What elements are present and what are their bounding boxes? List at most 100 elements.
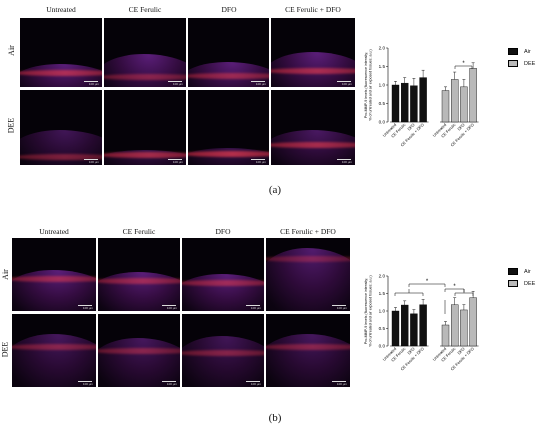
row-label-air-b: Air <box>0 269 10 280</box>
micrograph-dee-ce-ferulic-dfo-a: 100 μm <box>271 90 355 165</box>
bar-air-dfo <box>410 313 418 347</box>
bar-air-untreated <box>391 84 400 123</box>
group-brace <box>454 289 474 296</box>
x-tick-label: DFO <box>406 122 415 131</box>
panel-label-a: (a) <box>268 184 282 196</box>
y-axis-label: Pro-MMP-9 levels (fluorescence intensity… <box>364 52 368 118</box>
legend-item-dee: DEE <box>508 60 535 67</box>
significance-bracket <box>454 65 473 69</box>
micrograph-dee-ce-ferulic-b: 100 μm <box>98 314 180 387</box>
legend-label-air: Air <box>524 268 531 275</box>
row-label-air-a: Air <box>6 45 16 56</box>
panel-label-b: (b) <box>268 412 282 424</box>
scale-text: 100 μm <box>172 82 183 86</box>
y-tick-label: 0.0 <box>379 120 386 125</box>
significance-star: * <box>426 279 429 285</box>
legend-item-air: Air <box>508 48 535 55</box>
scale-text: 100 μm <box>166 306 177 310</box>
group-brace <box>394 289 424 296</box>
bar-dee-ce-ferulic <box>450 304 459 347</box>
micrograph-air-ce-ferulic-dfo-b: 100 μm <box>266 238 350 311</box>
legend-swatch-air <box>508 48 518 55</box>
col-header-untreated-a: Untreated <box>46 5 76 14</box>
legend-label-dee: DEE <box>524 280 536 287</box>
y-tick-label: 0.5 <box>379 101 386 106</box>
bar-dee-untreated <box>441 324 450 347</box>
scale-text: 100 μm <box>250 382 261 386</box>
col-header-dfo-b: DFO <box>215 227 231 236</box>
y-tick-label: 1.5 <box>379 291 386 296</box>
bar-air-ce-ferulic-dfo <box>419 304 427 347</box>
micrograph-dee-ce-ferulic-a: 100 μm <box>104 90 186 165</box>
micrograph-air-ce-ferulic-a: 100 μm <box>104 18 186 87</box>
scale-text: 100 μm <box>255 82 266 86</box>
scale-text: 100 μm <box>166 382 177 386</box>
bar-chart-b: Pro-MMP-9 levels (fluorescence intensity… <box>364 274 479 371</box>
y-tick-label: 2.0 <box>379 274 386 279</box>
micrograph-dee-dfo-b: 100 μm <box>182 314 264 387</box>
bar-dee-untreated <box>441 90 450 123</box>
col-header-ce-ferulic-dfo-b: CE Ferulic + DFO <box>280 227 336 236</box>
scale-text: 100 μm <box>88 82 99 86</box>
micrograph-dee-untreated-a: 100 μm <box>20 90 102 165</box>
x-tick-label: DFO <box>406 346 415 355</box>
col-header-dfo-a: DFO <box>221 5 237 14</box>
bar-air-untreated <box>391 310 400 347</box>
bar-air-ce-ferulic <box>401 82 409 123</box>
micrograph-air-dfo-b: 100 μm <box>182 238 264 311</box>
row-label-dee-b: DEE <box>0 341 10 358</box>
micrograph-dee-dfo-a: 100 μm <box>188 90 269 165</box>
bar-dee-ce-ferulic-dfo <box>469 297 477 347</box>
significance-star: * <box>462 61 465 67</box>
legend-item-air: Air <box>508 268 535 275</box>
scale-text: 100 μm <box>341 82 352 86</box>
col-header-ce-ferulic-b: CE Ferulic <box>122 227 156 236</box>
bar-dee-dfo <box>460 309 468 347</box>
bar-dee-dfo <box>460 86 468 123</box>
micrograph-air-untreated-b: 100 μm <box>12 238 96 311</box>
y-tick-label: 1.0 <box>379 83 386 88</box>
row-label-dee-a: DEE <box>6 117 16 134</box>
y-axis-label: Pro-MMP-9 levels (fluorescence intensity… <box>364 278 368 344</box>
y-tick-label: 1.0 <box>379 309 386 314</box>
scale-text: 100 μm <box>336 382 347 386</box>
col-header-ce-ferulic-dfo-a: CE Ferulic + DFO <box>285 5 341 14</box>
scale-text: 100 μm <box>255 160 266 164</box>
bar-chart-a: Pro-MMP-9 levels (fluorescence intensity… <box>364 46 479 147</box>
micrograph-air-dfo-a: 100 μm <box>188 18 269 87</box>
bar-air-ce-ferulic <box>401 304 409 347</box>
scale-text: 100 μm <box>172 160 183 164</box>
bar-air-dfo <box>410 85 418 123</box>
legend-swatch-dee <box>508 280 518 287</box>
legend-item-dee: DEE <box>508 280 535 287</box>
legend-swatch-dee <box>508 60 518 67</box>
y-axis-label: % of untreated and air exposed tissues; … <box>369 275 373 346</box>
micrograph-air-ce-ferulic-b: 100 μm <box>98 238 180 311</box>
scale-text: 100 μm <box>82 382 93 386</box>
y-tick-label: 0.0 <box>379 344 386 349</box>
micrograph-air-untreated-a: 100 μm <box>20 18 102 87</box>
y-axis-label: % of untreated and air exposed tissues; … <box>369 49 373 120</box>
x-tick-label: DFO <box>456 122 465 131</box>
significance-star: * <box>453 284 456 290</box>
y-tick-label: 1.5 <box>379 64 386 69</box>
micrograph-air-ce-ferulic-dfo-a: 100 μm <box>271 18 355 87</box>
micrograph-dee-ce-ferulic-dfo-b: 100 μm <box>266 314 350 387</box>
col-header-untreated-b: Untreated <box>39 227 69 236</box>
scale-text: 100 μm <box>88 160 99 164</box>
legend-a: Air DEE <box>508 48 535 72</box>
scale-text: 100 μm <box>341 160 352 164</box>
x-tick-label: DFO <box>456 346 465 355</box>
micrograph-dee-untreated-b: 100 μm <box>12 314 96 387</box>
bar-air-ce-ferulic-dfo <box>419 77 427 123</box>
legend-label-dee: DEE <box>524 60 536 67</box>
y-tick-label: 2.0 <box>379 46 386 51</box>
legend-swatch-air <box>508 268 518 275</box>
scale-text: 100 μm <box>250 306 261 310</box>
significance-bracket <box>408 283 446 287</box>
legend-label-air: Air <box>524 48 531 55</box>
legend-b: Air DEE <box>508 268 535 292</box>
bar-dee-ce-ferulic-dfo <box>469 68 477 123</box>
bar-dee-ce-ferulic <box>450 79 459 123</box>
scale-text: 100 μm <box>336 306 347 310</box>
